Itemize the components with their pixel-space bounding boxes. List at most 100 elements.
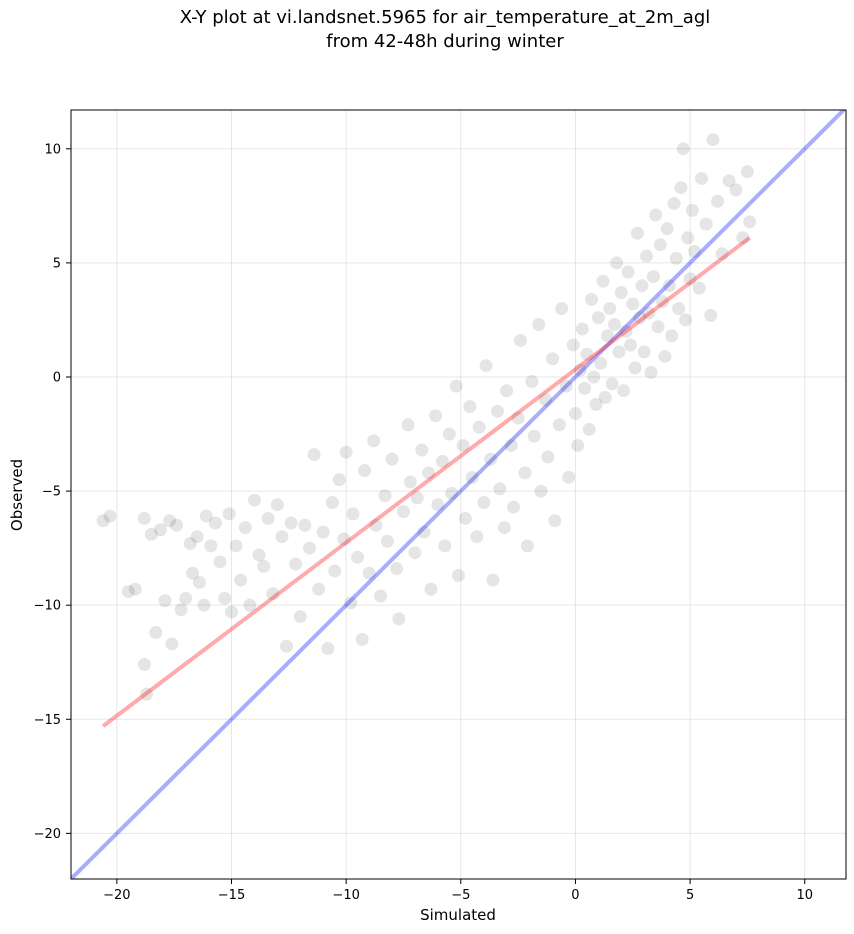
data-point (699, 217, 713, 231)
data-point (662, 279, 676, 293)
data-point (743, 215, 757, 229)
data-point (332, 473, 346, 487)
data-point (688, 244, 702, 258)
data-point (539, 393, 553, 407)
data-point (594, 356, 608, 370)
data-point (328, 564, 342, 578)
data-point (676, 142, 690, 156)
data-point (520, 539, 534, 553)
data-point (357, 464, 371, 478)
data-point (385, 452, 399, 466)
data-point (672, 302, 686, 316)
data-point (403, 475, 417, 489)
data-point (144, 527, 158, 541)
y-tick-label: 10 (44, 142, 61, 157)
data-point (591, 311, 605, 325)
data-point (692, 281, 706, 295)
data-point (190, 530, 204, 544)
data-point (607, 317, 621, 331)
data-point (621, 265, 635, 279)
data-point (289, 557, 303, 571)
data-point (571, 438, 585, 452)
data-point (587, 370, 601, 384)
data-point (222, 507, 236, 521)
data-point (337, 532, 351, 546)
data-point (623, 338, 637, 352)
data-point (369, 518, 383, 532)
data-point (422, 466, 436, 480)
data-point (456, 438, 470, 452)
data-point (580, 347, 594, 361)
data-point (316, 525, 330, 539)
data-point (266, 587, 280, 601)
data-point (511, 411, 525, 425)
data-point (644, 365, 658, 379)
data-point (431, 498, 445, 512)
data-point (736, 231, 750, 245)
data-point (169, 518, 183, 532)
data-point (722, 174, 736, 188)
data-point (695, 171, 709, 185)
data-point (584, 292, 598, 306)
data-point (628, 361, 642, 375)
y-axis-ticks: −20 −15 −10 −5 0 5 10 (34, 142, 71, 842)
data-point (229, 539, 243, 553)
data-point (137, 511, 151, 525)
data-point (213, 555, 227, 569)
data-point (589, 397, 603, 411)
y-axis-label: Observed (8, 459, 26, 531)
data-point (527, 429, 541, 443)
data-point (605, 377, 619, 391)
data-point (174, 603, 188, 617)
y-tick-label: −20 (34, 827, 61, 842)
data-point (442, 427, 456, 441)
data-point (197, 598, 211, 612)
data-point (472, 420, 486, 434)
data-point (275, 530, 289, 544)
x-axis-label: Simulated (420, 906, 496, 924)
data-point (548, 514, 562, 528)
data-point (612, 345, 626, 359)
data-point (408, 546, 422, 560)
data-point (532, 317, 546, 331)
data-point (149, 626, 163, 640)
data-point (298, 518, 312, 532)
data-point (429, 409, 443, 423)
data-point (396, 505, 410, 519)
data-point (704, 308, 718, 322)
data-point (497, 521, 511, 535)
data-point (435, 454, 449, 468)
x-tick-label: −15 (218, 888, 245, 903)
data-point (601, 329, 615, 343)
data-point (683, 272, 697, 286)
data-point (479, 359, 493, 373)
data-point (667, 197, 681, 211)
x-tick-label: 5 (686, 888, 694, 903)
data-point (656, 295, 670, 309)
data-point (367, 434, 381, 448)
data-point (633, 311, 647, 325)
data-point (293, 610, 307, 624)
data-point (238, 521, 252, 535)
data-point (192, 575, 206, 589)
x-tick-label: −10 (332, 888, 359, 903)
data-point (541, 450, 555, 464)
data-point (445, 486, 459, 500)
data-point (355, 632, 369, 646)
data-point (518, 466, 532, 480)
data-point (183, 537, 197, 551)
data-point (463, 400, 477, 414)
data-point (208, 516, 222, 530)
data-point (582, 422, 596, 436)
data-point (658, 349, 672, 363)
data-point (186, 566, 200, 580)
reference-lines (71, 110, 846, 879)
data-point (477, 495, 491, 509)
data-point (392, 612, 406, 626)
x-tick-label: 0 (571, 888, 579, 903)
chart-subtitle: from 42-48h during winter (326, 31, 564, 52)
data-point (685, 203, 699, 217)
data-point (270, 498, 284, 512)
data-point (490, 404, 504, 418)
